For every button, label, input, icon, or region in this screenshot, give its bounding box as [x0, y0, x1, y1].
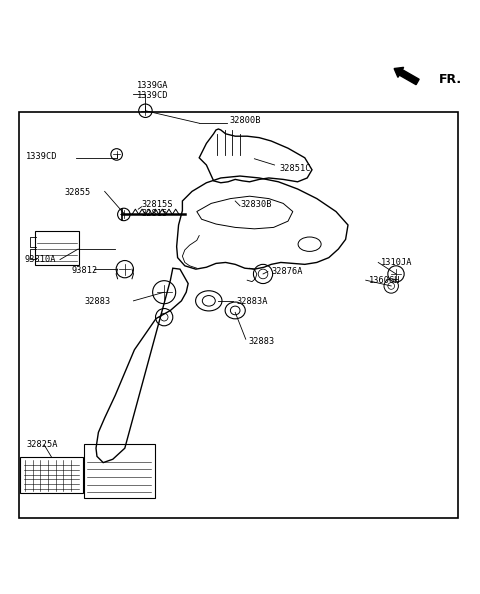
Text: 93812: 93812	[71, 266, 97, 275]
Bar	[20, 457, 83, 493]
Text: 32815S: 32815S	[142, 200, 173, 209]
FancyArrow shape	[394, 67, 419, 85]
Text: 32876A: 32876A	[271, 267, 303, 276]
Text: 32883: 32883	[249, 337, 275, 346]
Text: 32830B: 32830B	[240, 200, 272, 209]
Text: 1310JA: 1310JA	[381, 258, 412, 267]
Text: 32883: 32883	[84, 298, 110, 307]
Text: 1339CD: 1339CD	[137, 91, 168, 100]
Text: 32815: 32815	[142, 208, 168, 217]
Text: 32855: 32855	[65, 188, 91, 197]
Text: 93810A: 93810A	[25, 255, 57, 264]
Text: 32800B: 32800B	[229, 116, 261, 125]
Bar	[84, 444, 155, 498]
Text: 1360GH: 1360GH	[369, 276, 400, 285]
Text: 1339CD: 1339CD	[26, 152, 58, 161]
Text: 1339GA: 1339GA	[137, 81, 168, 90]
Bar	[19, 112, 458, 518]
Text: FR.: FR.	[439, 73, 462, 86]
Text: 32883A: 32883A	[236, 298, 268, 307]
Text: 32851C: 32851C	[279, 164, 311, 173]
Text: 32825A: 32825A	[26, 440, 58, 449]
